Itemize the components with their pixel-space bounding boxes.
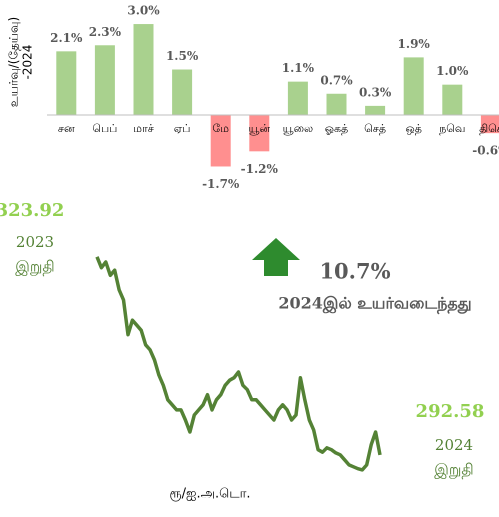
value-label: 1.0% <box>436 64 469 78</box>
value-label: 1.5% <box>166 49 199 63</box>
value-label: -1.2% <box>241 162 279 176</box>
bar <box>56 51 77 115</box>
start-year: 2023 <box>16 233 54 251</box>
end-note: இறுதி <box>434 461 473 479</box>
y-axis-label: உயர்வு/(தேய்வு) -2024 <box>7 17 35 107</box>
change-note: 2024இல் உயர்வடைந்தது <box>278 294 471 314</box>
y-axis-label-line: -2024 <box>21 45 35 80</box>
line-series <box>95 256 382 472</box>
x-tick-label: பெப் <box>92 122 117 135</box>
value-label: 1.1% <box>282 61 315 75</box>
value-label: 1.9% <box>398 37 431 51</box>
x-tick-label: மாச் <box>133 122 154 135</box>
up-arrow <box>252 238 300 276</box>
x-tick-label: சன <box>58 122 75 135</box>
x-tick-label: ஒத் <box>406 122 422 135</box>
value-label: 2.3% <box>89 25 122 39</box>
change: 10.7% <box>319 259 390 284</box>
value-label: 2.1% <box>50 31 83 45</box>
x-tick-label: ஓகத் <box>325 122 348 135</box>
x-tick-label: யூன் <box>249 122 271 135</box>
bar <box>94 45 115 115</box>
bar <box>287 81 308 115</box>
bar <box>442 84 463 115</box>
x-tick-label: செத் <box>364 122 386 135</box>
start-note: இறுதி <box>15 258 54 276</box>
x-tick-label: நவெ <box>439 122 465 135</box>
bar <box>326 93 347 115</box>
value-label: 3.0% <box>127 4 160 18</box>
value-label: -1.7% <box>202 177 240 191</box>
x-tick-label: ஏப் <box>174 122 191 135</box>
end-year: 2024 <box>435 436 473 454</box>
value-label: -0.6% <box>472 144 499 158</box>
bar <box>133 24 154 115</box>
value-label: 0.3% <box>359 85 392 99</box>
x-axis-label: ரூ/ஐ.அ.டொ. <box>169 487 250 502</box>
y-axis-label-line: உயர்வு/(தேய்வு) <box>7 17 21 107</box>
value-label: 0.7% <box>320 73 353 87</box>
x-tick-label: யூலை <box>283 122 313 135</box>
end-value: 292.58 <box>416 401 485 422</box>
bar <box>249 114 270 152</box>
bar <box>403 57 424 115</box>
x-tick-label: மே <box>212 122 229 135</box>
bar <box>480 114 499 134</box>
bar <box>210 114 231 167</box>
start-value: 323.92 <box>0 200 64 221</box>
bar <box>365 105 386 115</box>
bar <box>172 69 193 115</box>
x-tick-label: திசெ <box>479 122 499 135</box>
